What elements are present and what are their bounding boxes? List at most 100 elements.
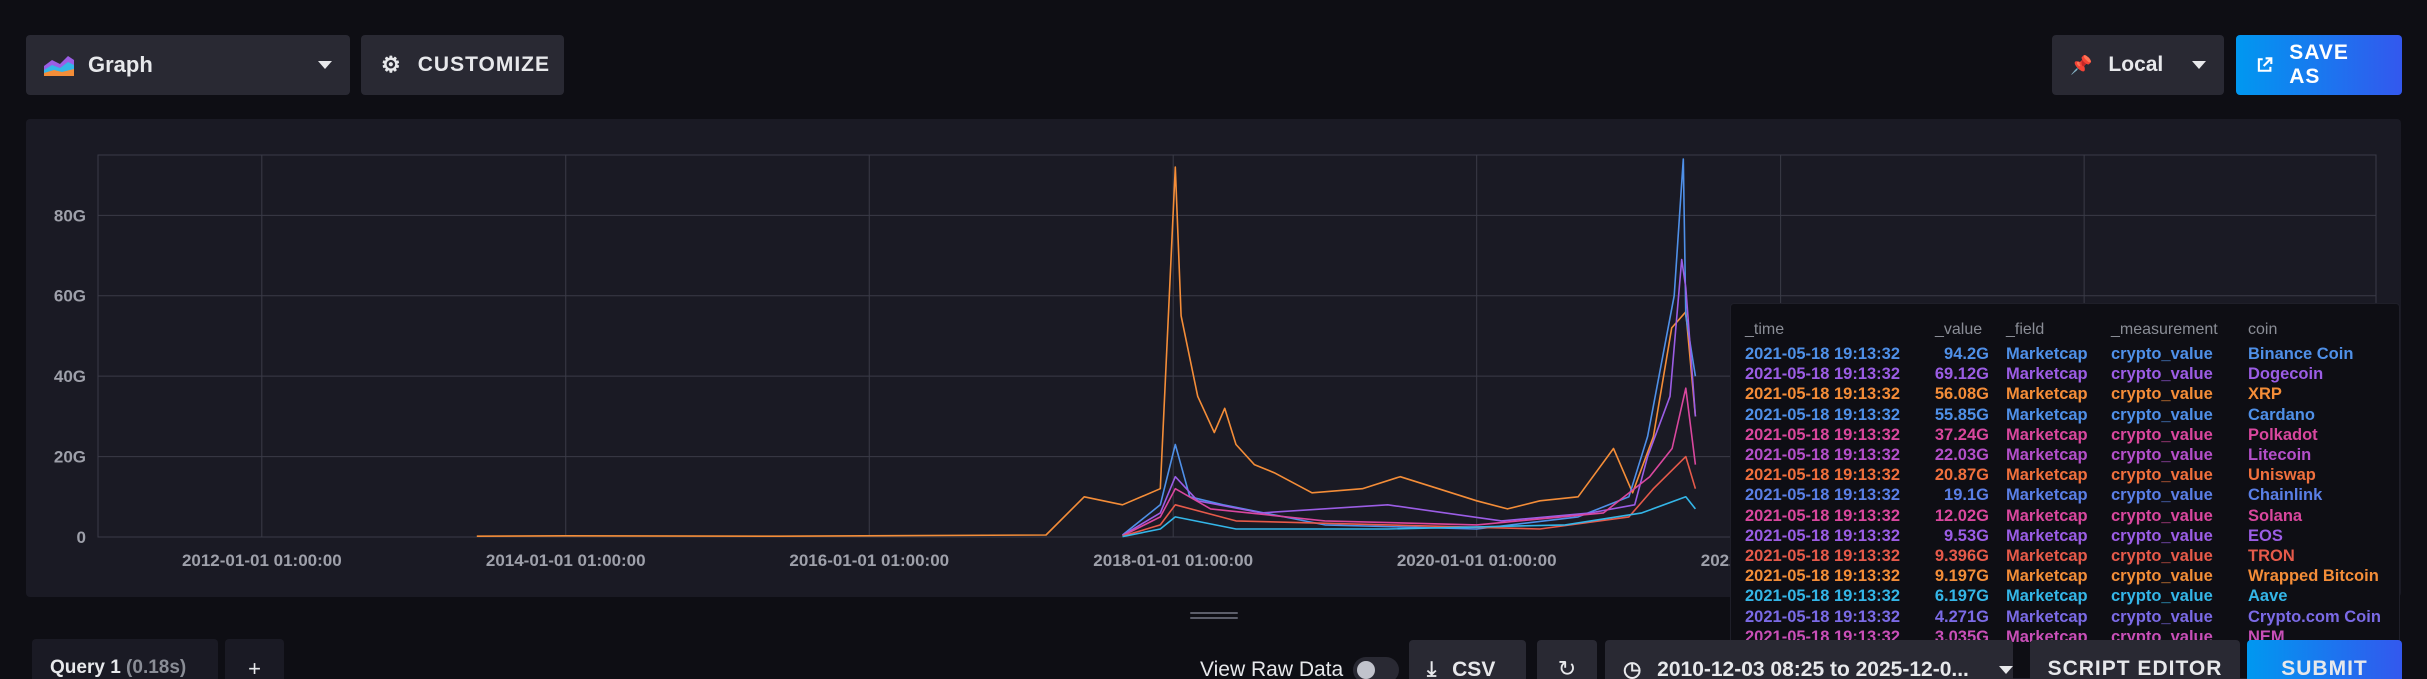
hover-table-cell-measurement: crypto_value <box>2111 486 2213 505</box>
hover-table-cell-time: 2021-05-18 19:13:32 <box>1745 365 1901 384</box>
hover-table-cell-value: 9.396G <box>1934 547 1989 565</box>
hover-table-cell-coin: Wrapped Bitcoin <box>2248 567 2379 586</box>
hover-table-cell-coin: Aave <box>2248 587 2288 606</box>
hover-table-cell-value: 12.02G <box>1934 506 1989 525</box>
hover-table-cell-time: 2021-05-18 19:13:32 <box>1745 567 1901 586</box>
toggle-switch[interactable] <box>1353 657 1400 679</box>
hover-table-cell-value: 55.85G <box>1934 405 1989 424</box>
hover-table-cell-value: 4.271G <box>1934 607 1989 626</box>
hover-table-cell-field: Marketcap <box>2006 526 2088 545</box>
hover-table-cell-value: 56.08G <box>1934 385 1989 404</box>
hover-table-cell-field: Marketcap <box>2006 567 2088 586</box>
submit-button[interactable]: SUBMIT <box>2247 640 2402 679</box>
add-query-button[interactable]: + <box>225 639 284 679</box>
hover-table-cell-coin: Crypto.com Coin <box>2248 607 2381 626</box>
hover-table-cell-field: Marketcap <box>2006 547 2088 565</box>
hover-table-cell-measurement: crypto_value <box>2111 466 2213 485</box>
y-tick-label: 40G <box>54 367 86 386</box>
hover-table-header: _field <box>2006 321 2045 338</box>
x-tick-label: 2018-01-01 01:00:00 <box>1093 551 1253 570</box>
hover-table-cell-measurement: crypto_value <box>2111 547 2213 565</box>
hover-table-cell-value: 69.12G <box>1934 365 1989 384</box>
hover-table-cell-time: 2021-05-18 19:13:32 <box>1745 405 1901 424</box>
graph-type-dropdown[interactable]: Graph <box>26 35 350 95</box>
series-line-2 <box>1122 258 1697 537</box>
hover-table-cell-measurement: crypto_value <box>2111 405 2213 424</box>
hover-table-cell-time: 2021-05-18 19:13:32 <box>1745 486 1901 505</box>
time-range-dropdown[interactable]: ◷ 2010-12-03 08:25 to 2025-12-0... <box>1605 640 2013 679</box>
y-tick-label: 80G <box>54 206 86 225</box>
hover-table-cell-value: 20.87G <box>1934 466 1989 485</box>
hover-table-cell-measurement: crypto_value <box>2111 526 2213 545</box>
hover-table-header: _time <box>1745 321 1785 338</box>
hover-table-cell-measurement: crypto_value <box>2111 425 2213 444</box>
submit-label: SUBMIT <box>2281 657 2368 679</box>
query-tab-time: (0.18s) <box>126 657 187 678</box>
hover-table-cell-value: 22.03G <box>1934 446 1989 464</box>
script-editor-button[interactable]: SCRIPT EDITOR <box>2030 640 2240 679</box>
clock-icon: ◷ <box>1623 658 1642 679</box>
refresh-button[interactable]: ↻ <box>1537 640 1597 679</box>
hover-table-cell-field: Marketcap <box>2006 345 2088 363</box>
csv-label: CSV <box>1452 658 1496 679</box>
hover-legend-table: _time _value _field _measurement coin 2021-05… <box>1730 303 2400 679</box>
y-tick-label: 0 <box>77 528 86 547</box>
hover-table-cell-time: 2021-05-18 19:13:32 <box>1745 385 1901 404</box>
hover-table-cell-coin: Chainlink <box>2248 486 2323 505</box>
query-tab[interactable]: Query 1 (0.18s) <box>32 639 218 679</box>
customize-label: CUSTOMIZE <box>417 53 551 76</box>
chevron-down-icon <box>318 61 332 69</box>
save-as-button[interactable]: SAVE AS <box>2236 35 2402 95</box>
hover-table-cell-field: Marketcap <box>2006 466 2088 485</box>
series-line-5 <box>1122 496 1697 538</box>
x-tick-label: 2020-01-01 01:00:00 <box>1397 551 1557 570</box>
hover-table-cell-field: Marketcap <box>2006 506 2088 525</box>
hover-table-cell-coin: Cardano <box>2248 405 2315 424</box>
hover-table-cell-field: Marketcap <box>2006 446 2088 464</box>
hover-table-header: coin <box>2248 321 2278 338</box>
hover-table-cell-coin: Uniswap <box>2248 466 2316 485</box>
pin-icon: 📌 <box>2070 54 2093 75</box>
hover-table-cell-field: Marketcap <box>2006 587 2088 606</box>
y-tick-label: 20G <box>54 448 86 467</box>
query-tab-label: Query 1 <box>50 657 121 678</box>
hover-table-cell-field: Marketcap <box>2006 607 2088 626</box>
hover-table-cell-value: 37.24G <box>1934 425 1989 444</box>
hover-table-cell-measurement: crypto_value <box>2111 345 2213 363</box>
refresh-icon: ↻ <box>1557 656 1577 679</box>
hover-table-cell-coin: TRON <box>2248 547 2295 565</box>
hover-table-cell-value: 19.1G <box>1944 486 1989 505</box>
hover-table-cell-measurement: crypto_value <box>2111 506 2213 525</box>
x-tick-label: 2012-01-01 01:00:00 <box>182 551 342 570</box>
timezone-dropdown[interactable]: 📌 Local <box>2052 35 2224 95</box>
hover-table-cell-value: 94.2G <box>1944 345 1989 363</box>
series-line-3 <box>1122 387 1697 537</box>
hover-table-cell-measurement: crypto_value <box>2111 385 2213 404</box>
hover-table-header: _measurement <box>2111 321 2218 338</box>
script-editor-label: SCRIPT EDITOR <box>2047 657 2223 679</box>
hover-table-cell-coin: Polkadot <box>2248 425 2318 444</box>
time-range-label: 2010-12-03 08:25 to 2025-12-0... <box>1657 658 1969 679</box>
hover-table-cell-measurement: crypto_value <box>2111 567 2213 586</box>
hover-table-cell-measurement: crypto_value <box>2111 587 2213 606</box>
hover-table-cell-time: 2021-05-18 19:13:32 <box>1745 425 1901 444</box>
hover-table-header: _value <box>1935 321 1983 338</box>
customize-button[interactable]: ⚙ CUSTOMIZE <box>361 35 564 95</box>
gear-icon: ⚙ <box>381 52 402 77</box>
x-tick-label: 2014-01-01 01:00:00 <box>486 551 646 570</box>
hover-table-cell-measurement: crypto_value <box>2111 446 2213 464</box>
resize-handle[interactable] <box>1190 612 1238 622</box>
hover-table-cell-value: 9.197G <box>1934 567 1989 586</box>
hover-table-cell-measurement: crypto_value <box>2111 365 2213 384</box>
external-link-icon <box>2257 57 2273 72</box>
y-tick-label: 60G <box>54 287 86 306</box>
hover-table-cell-measurement: crypto_value <box>2111 607 2213 626</box>
download-icon: ⤓ <box>1427 658 1437 679</box>
hover-table-cell-value: 6.197G <box>1934 587 1989 606</box>
csv-download-button[interactable]: ⤓ CSV <box>1409 640 1526 679</box>
view-raw-label: View Raw Data <box>1200 658 1344 679</box>
hover-table-cell-time: 2021-05-18 19:13:32 <box>1745 466 1901 485</box>
hover-table-cell-time: 2021-05-18 19:13:32 <box>1745 607 1901 626</box>
view-raw-data-toggle[interactable]: View Raw Data <box>1200 657 1400 679</box>
hover-table-cell-coin: XRP <box>2248 385 2282 404</box>
